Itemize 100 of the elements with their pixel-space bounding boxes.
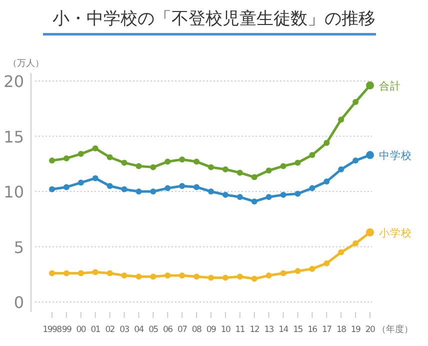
x-tick-label: 03 <box>120 325 130 335</box>
x-tick-label: 1998 <box>42 325 62 335</box>
point <box>338 166 344 172</box>
x-tick-label: 15 <box>293 325 303 335</box>
point <box>106 270 113 276</box>
x-tick-label: 06 <box>163 325 173 335</box>
point <box>251 198 258 204</box>
point <box>150 164 156 170</box>
x-tick-label: 05 <box>148 325 158 335</box>
point <box>236 274 243 280</box>
point <box>106 154 113 160</box>
point <box>121 160 128 166</box>
point <box>236 170 243 176</box>
point <box>222 166 228 172</box>
x-tick-label: 14 <box>278 325 288 335</box>
x-tick-label: 13 <box>264 325 274 335</box>
point <box>121 186 128 192</box>
x-tick-label: 04 <box>134 325 144 335</box>
point <box>179 182 186 189</box>
point <box>338 116 344 123</box>
point <box>294 268 301 274</box>
point <box>236 194 243 200</box>
point <box>251 276 258 282</box>
point <box>222 192 228 198</box>
point <box>121 272 128 278</box>
point <box>366 151 374 160</box>
point <box>309 266 316 272</box>
x-tick-label: 16 <box>308 325 318 335</box>
point <box>352 98 359 105</box>
point <box>49 270 55 276</box>
series-label: 中学校 <box>379 149 412 162</box>
point <box>309 185 316 192</box>
x-tick-label: 10 <box>220 325 230 335</box>
point <box>164 272 171 278</box>
x-tick-label: 11 <box>235 325 245 335</box>
point <box>352 158 359 164</box>
point <box>78 150 84 157</box>
point <box>208 188 214 194</box>
point <box>352 240 359 246</box>
x-tick-label: 99 <box>62 325 72 335</box>
point <box>150 188 156 194</box>
point <box>92 145 98 152</box>
point <box>78 270 84 276</box>
point <box>63 155 70 162</box>
point <box>294 160 301 166</box>
point <box>63 270 70 276</box>
x-tick-label: 01 <box>90 325 100 335</box>
point <box>280 270 286 276</box>
point <box>78 180 84 186</box>
point <box>150 274 156 280</box>
point <box>106 182 113 189</box>
x-tick-label: 12 <box>250 325 260 335</box>
x-tick-label: 00 <box>76 325 86 335</box>
point <box>309 152 316 158</box>
point <box>136 163 142 170</box>
y-tick-label: 0 <box>14 293 24 312</box>
x-tick-label: 08 <box>192 325 202 335</box>
point <box>194 158 200 165</box>
point <box>179 272 186 278</box>
x-tick-label: 20 <box>365 325 375 335</box>
point <box>194 184 200 190</box>
point <box>366 228 374 236</box>
point <box>251 174 258 180</box>
point <box>208 274 214 281</box>
x-tick-label: 09 <box>206 325 216 335</box>
y-tick-label: 10 <box>4 182 24 202</box>
y-tick-label: 20 <box>4 72 24 91</box>
point <box>208 164 214 170</box>
point <box>136 188 142 194</box>
x-tick-label: 07 <box>177 325 188 335</box>
x-tick-label: 02 <box>105 325 115 335</box>
point <box>266 168 272 174</box>
point <box>92 175 98 182</box>
series-label: 合計 <box>379 79 401 92</box>
x-tick-label: 17 <box>322 325 332 335</box>
point <box>280 192 286 198</box>
point <box>164 158 171 165</box>
point <box>164 185 171 192</box>
point <box>49 158 55 164</box>
point <box>136 274 142 280</box>
point <box>194 274 200 280</box>
point <box>280 163 286 170</box>
point <box>324 260 330 266</box>
x-axis-title: （年度） <box>377 324 413 335</box>
x-tick-label: 18 <box>336 325 346 335</box>
y-tick-label: 15 <box>4 127 24 146</box>
y-tick-label: 5 <box>14 238 24 257</box>
point <box>266 194 272 200</box>
point <box>179 156 186 162</box>
point <box>366 81 374 90</box>
x-tick-label: 19 <box>350 325 361 335</box>
point <box>324 140 330 146</box>
point <box>49 186 55 192</box>
point <box>92 269 98 276</box>
point <box>266 272 272 278</box>
point <box>324 178 330 185</box>
point <box>222 274 228 281</box>
point <box>63 184 70 190</box>
point <box>294 190 301 197</box>
chart-title: 小・中学校の「不登校児童生徒数」の推移 <box>52 9 376 29</box>
